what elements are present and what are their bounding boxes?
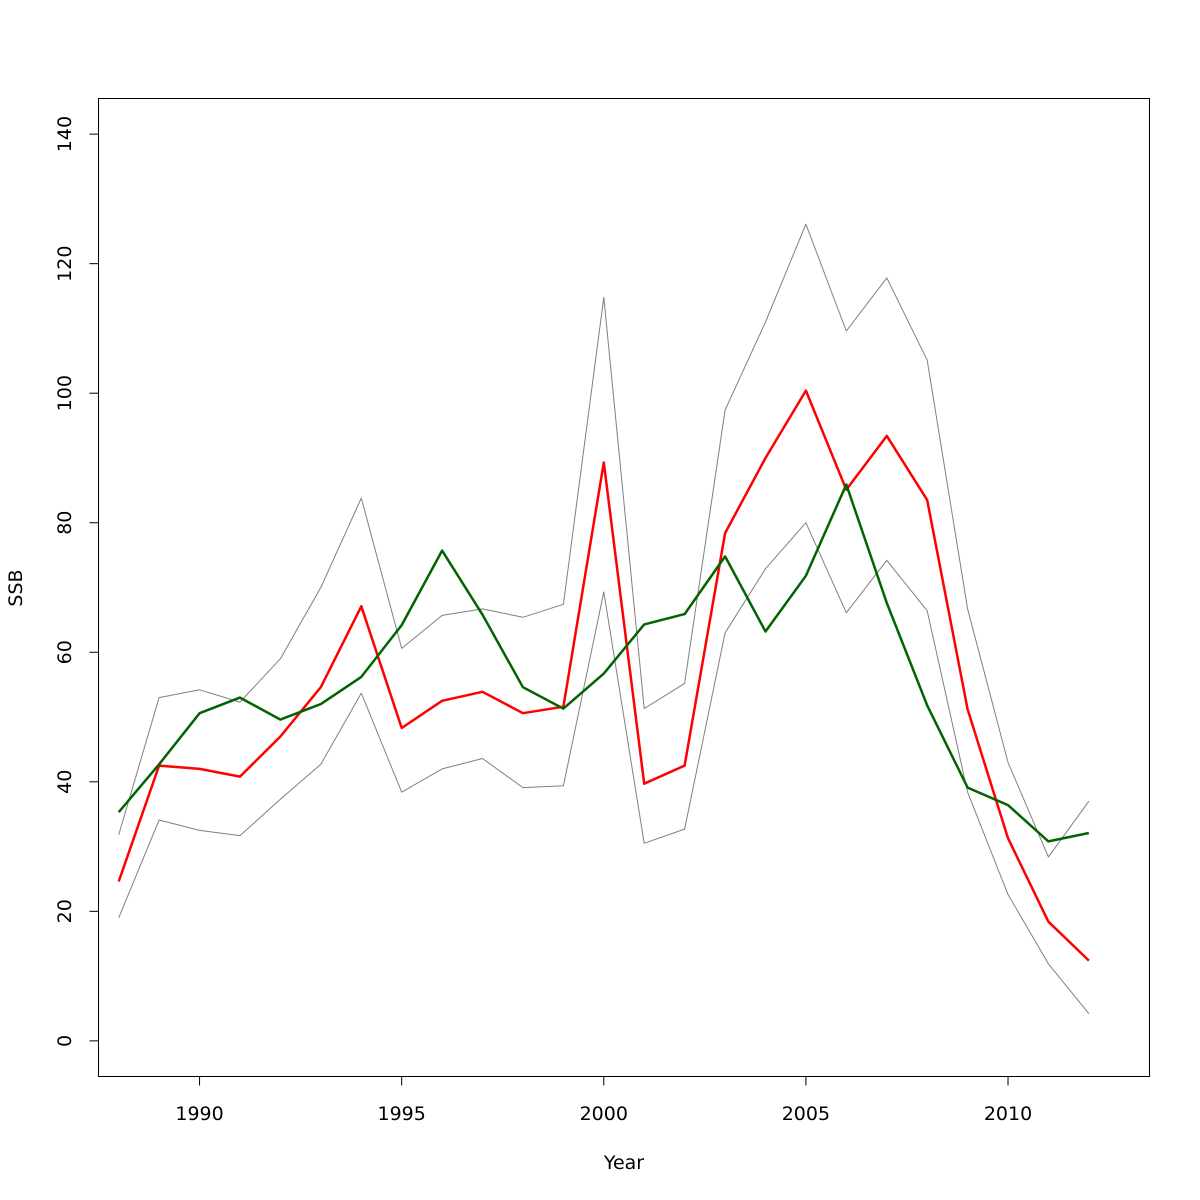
- y-tick-label-80: 80: [54, 511, 76, 535]
- y-axis: 0 20 40 60 80 100 120 140: [54, 116, 99, 1047]
- series-line-2: [118, 522, 1090, 1015]
- y-tick-label-100: 100: [54, 375, 76, 411]
- x-tick-label-2000: 2000: [580, 1103, 628, 1125]
- y-tick-label-120: 120: [54, 246, 76, 282]
- y-tick-label-0: 0: [54, 1035, 76, 1047]
- series-line-4: [117, 483, 1090, 843]
- x-tick-label-1990: 1990: [175, 1103, 223, 1125]
- y-axis-title: SSB: [5, 569, 27, 606]
- x-axis-title: Year: [603, 1152, 644, 1174]
- series-line-3: [117, 389, 1090, 962]
- x-tick-label-1995: 1995: [377, 1103, 425, 1125]
- y-tick-label-140: 140: [54, 116, 76, 152]
- y-tick-label-20: 20: [54, 899, 76, 923]
- y-tick-label-60: 60: [54, 640, 76, 664]
- series-line-1: [118, 223, 1090, 858]
- x-axis: 1990 1995 2000 2005 2010: [175, 1076, 1032, 1125]
- x-tick-label-2010: 2010: [984, 1103, 1032, 1125]
- x-tick-label-2005: 2005: [782, 1103, 830, 1125]
- y-tick-label-40: 40: [54, 770, 76, 794]
- series-layer: [117, 223, 1090, 1015]
